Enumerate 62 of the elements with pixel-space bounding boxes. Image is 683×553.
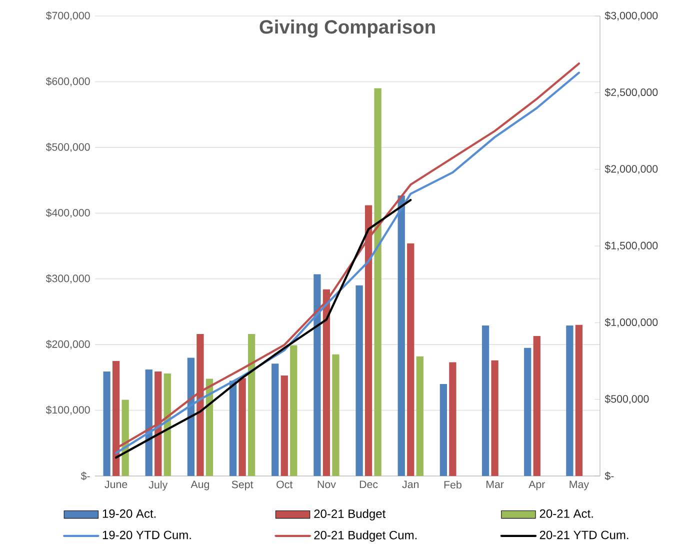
legend-label: 19-20 YTD Cum. <box>102 530 191 540</box>
legend-label: 20-21 Act. <box>540 509 593 518</box>
bar <box>482 326 490 476</box>
x-tick-label: Nov <box>318 480 336 488</box>
y2-tick-label: $500,000 <box>604 394 649 404</box>
bar <box>374 88 382 476</box>
bar <box>272 364 279 476</box>
x-tick-label: June <box>104 480 128 488</box>
bar <box>290 345 298 476</box>
x-tick-label: Feb <box>444 480 462 489</box>
x-tick-label: Dec <box>360 480 378 488</box>
y-tick-label: $700,000 <box>46 11 90 21</box>
bar <box>332 354 340 476</box>
y-tick-label: $400,000 <box>46 208 90 218</box>
x-tick-label: Mar <box>486 480 504 488</box>
bar <box>103 372 110 476</box>
y2-tick-label: $1,000,000 <box>604 318 658 328</box>
bar <box>280 375 288 476</box>
bar <box>187 358 195 476</box>
y-tick-label: $100,000 <box>46 406 90 415</box>
y2-tick-label: $1,500,000 <box>604 241 658 251</box>
y2-tick-label: $3,000,000 <box>604 11 658 21</box>
y-tick-label: $500,000 <box>46 142 90 152</box>
bar <box>533 336 540 476</box>
bar <box>248 334 256 476</box>
bar <box>491 360 498 476</box>
x-tick-label: May <box>570 480 590 490</box>
legend-label: 20-21 Budget <box>314 509 386 520</box>
bar <box>416 356 424 476</box>
legend-label: 20-21 Budget Cum. <box>314 530 417 542</box>
y2-tick-label: $2,000,000 <box>604 164 658 174</box>
y2-tick-label: $- <box>604 472 614 480</box>
bar <box>145 370 152 476</box>
bar <box>407 243 414 476</box>
bar <box>206 378 214 476</box>
y-tick-label: $200,000 <box>46 340 90 350</box>
x-tick-label: Oct <box>276 480 293 488</box>
bar <box>164 373 171 476</box>
bar <box>122 400 129 476</box>
bar <box>398 195 405 476</box>
bar <box>440 384 448 476</box>
bar <box>229 380 237 476</box>
y-tick-label: $300,000 <box>46 274 90 284</box>
bar <box>575 324 583 476</box>
bar <box>238 378 246 476</box>
y-tick-label: $600,000 <box>46 77 90 86</box>
bar <box>524 348 532 476</box>
x-tick-label: Apr <box>528 480 545 490</box>
bar <box>449 362 456 476</box>
x-tick-label: July <box>148 480 168 491</box>
bar <box>356 285 363 476</box>
bar <box>566 326 574 476</box>
y-tick-label: $- <box>80 472 90 480</box>
legend-label: 19-20 Act. <box>102 509 156 518</box>
chart-title: Giving Comparison <box>260 20 435 38</box>
line-series <box>114 198 412 459</box>
x-tick-label: Aug <box>190 480 210 490</box>
bar <box>314 274 321 476</box>
y2-tick-label: $2,500,000 <box>604 88 658 98</box>
x-tick-label: Sept <box>232 480 254 490</box>
x-tick-label: Jan <box>402 480 419 488</box>
legend-label: 20-21 YTD Cum. <box>540 530 628 540</box>
